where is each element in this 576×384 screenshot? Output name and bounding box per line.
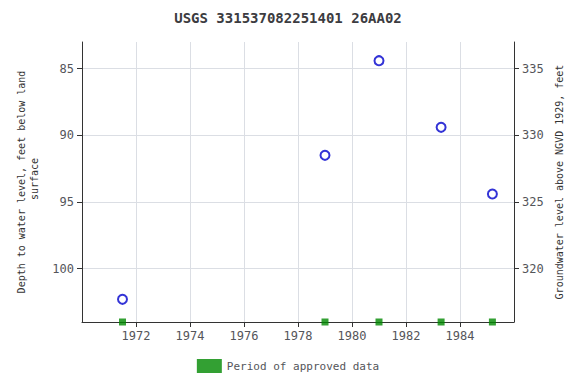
svg-text:1978: 1978 [284, 329, 313, 343]
svg-text:325: 325 [522, 195, 544, 209]
svg-text:1980: 1980 [338, 329, 367, 343]
svg-text:95: 95 [60, 195, 74, 209]
svg-text:Groundwater level above NGVD 1: Groundwater level above NGVD 1929, feet [554, 65, 565, 300]
svg-text:1976: 1976 [230, 329, 259, 343]
svg-text:1974: 1974 [176, 329, 205, 343]
svg-text:320: 320 [522, 262, 544, 276]
svg-text:1984: 1984 [446, 329, 475, 343]
svg-text:330: 330 [522, 128, 544, 142]
svg-text:85: 85 [60, 62, 74, 76]
svg-text:1972: 1972 [122, 329, 151, 343]
svg-text:Depth to water level, feet bel: Depth to water level, feet below land [16, 71, 27, 294]
svg-text:1982: 1982 [392, 329, 421, 343]
svg-text:Period of approved data: Period of approved data [227, 360, 379, 373]
svg-text:90: 90 [60, 128, 74, 142]
svg-text:USGS 331537082251401 26AA02: USGS 331537082251401 26AA02 [174, 10, 402, 26]
svg-text:335: 335 [522, 62, 544, 76]
svg-text:100: 100 [52, 262, 74, 276]
svg-text:surface: surface [29, 158, 40, 206]
